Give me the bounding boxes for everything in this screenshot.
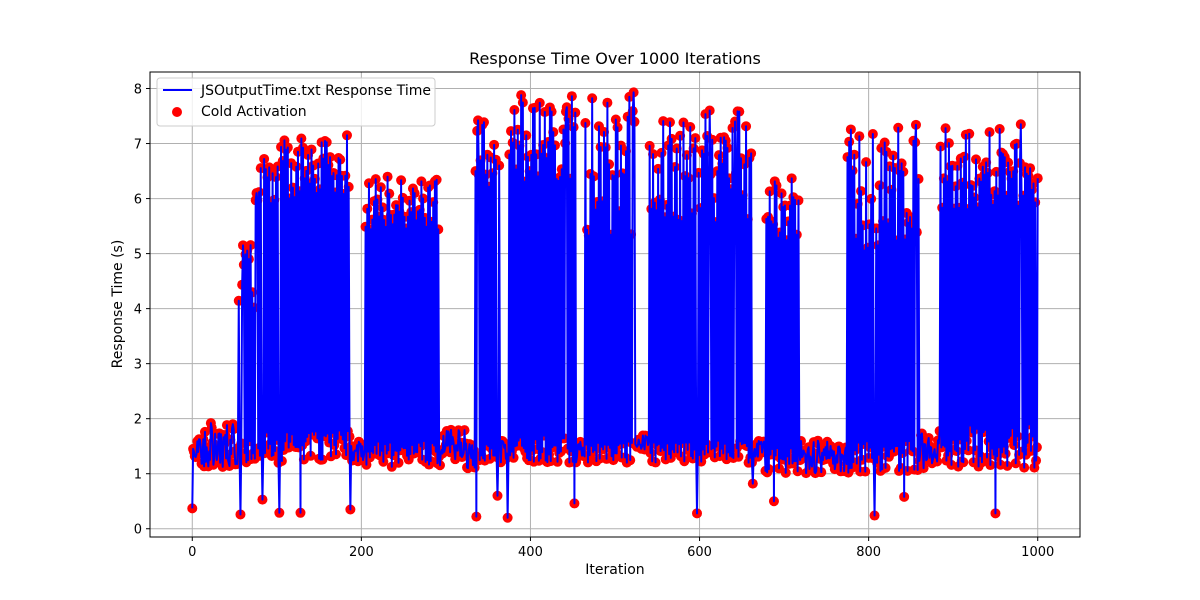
x-tick-label: 800	[856, 545, 881, 560]
y-tick-label: 8	[134, 83, 142, 98]
response-time-line	[191, 91, 1039, 519]
x-tick-label: 0	[188, 545, 196, 560]
legend-scatter-swatch	[172, 107, 182, 117]
y-tick-label: 4	[134, 303, 142, 318]
plot-series	[187, 87, 1043, 523]
y-tick-label: 7	[134, 138, 142, 153]
x-tick-label: 1000	[1021, 545, 1054, 560]
x-tick-label: 600	[687, 545, 712, 560]
x-axis-ticks: 0 200 400 600 800 1000	[188, 537, 1054, 560]
y-tick-label: 0	[134, 523, 142, 538]
legend-box	[156, 77, 436, 127]
y-axis-label: Response Time (s)	[110, 240, 126, 369]
legend-label-cold-activation: Cold Activation	[201, 104, 307, 120]
y-tick-label: 1	[134, 468, 142, 483]
plot-frame	[149, 71, 1081, 538]
response-time-series-line	[191, 91, 1039, 519]
y-tick-label: 2	[134, 413, 142, 428]
chart-title: Response Time Over 1000 Iterations	[469, 49, 761, 68]
legend: JSOutputTime.txt Response Time Cold Acti…	[156, 77, 436, 127]
y-tick-label: 6	[134, 193, 142, 208]
y-tick-label: 5	[134, 248, 142, 263]
legend-label-response-time: JSOutputTime.txt Response Time	[200, 83, 431, 99]
y-tick-label: 3	[134, 358, 142, 373]
x-tick-label: 200	[349, 545, 374, 560]
x-axis-label: Iteration	[585, 562, 644, 578]
x-tick-label: 400	[518, 545, 543, 560]
y-axis-ticks: 0 1 2 3 4 5 6 7 8	[134, 83, 150, 538]
